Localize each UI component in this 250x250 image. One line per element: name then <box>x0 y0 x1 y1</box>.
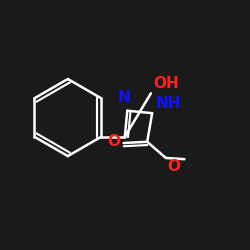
Text: O: O <box>167 159 180 174</box>
Text: O: O <box>107 134 120 149</box>
Text: N: N <box>117 90 130 105</box>
Text: NH: NH <box>155 96 181 111</box>
Text: OH: OH <box>154 76 179 91</box>
